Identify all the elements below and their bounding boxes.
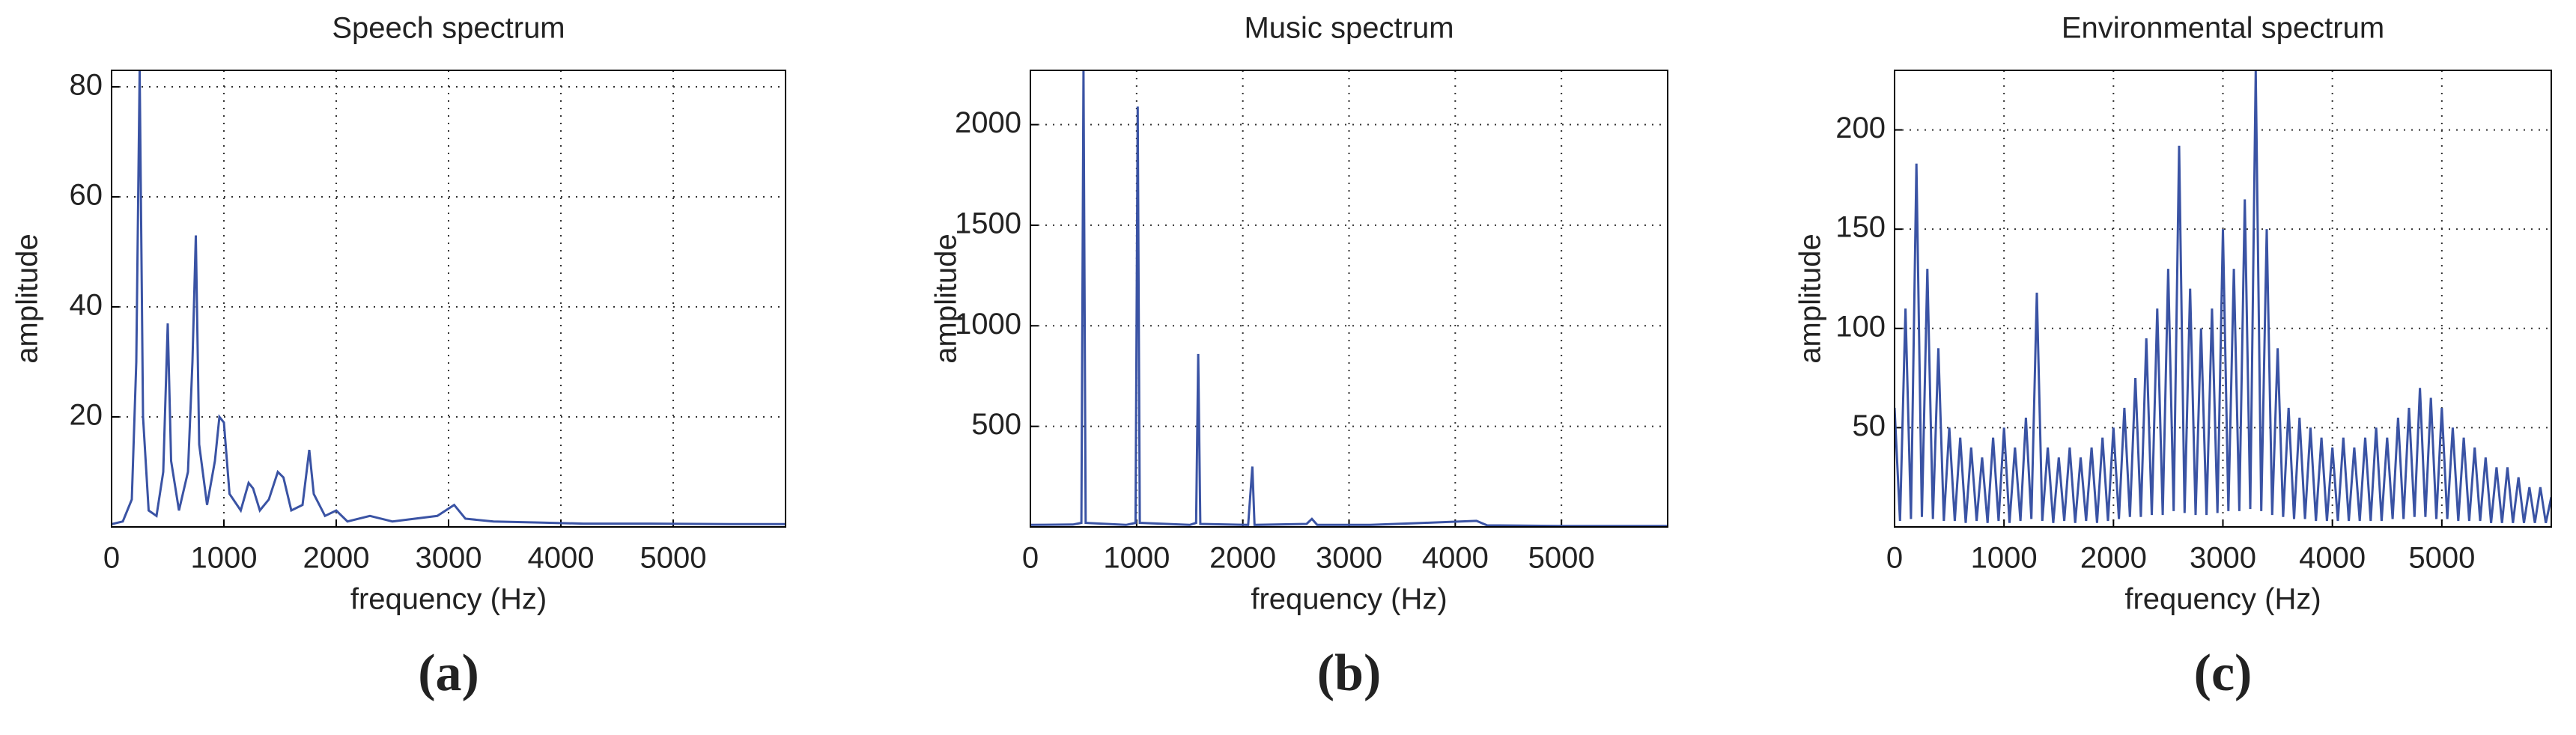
panel-label: (c): [2194, 644, 2253, 702]
y-tick-label: 200: [1835, 112, 1886, 144]
y-tick-label: 150: [1835, 211, 1886, 244]
plot-frame: [1894, 70, 2552, 528]
y-tick-label: 1500: [955, 207, 1021, 240]
x-tick-label: 1000: [1103, 542, 1170, 575]
x-tick-label: 5000: [2408, 542, 2475, 575]
y-tick-label: 1000: [955, 308, 1021, 341]
x-axis-label: frequency (Hz): [350, 583, 547, 616]
x-axis-label: frequency (Hz): [2124, 583, 2321, 616]
x-tick-label: 1000: [1971, 542, 2038, 575]
x-tick-label: 4000: [528, 542, 595, 575]
x-tick-label: 4000: [1422, 542, 1489, 575]
y-tick-label: 20: [70, 399, 103, 432]
x-tick-label: 4000: [2299, 542, 2366, 575]
panel-label: (a): [418, 644, 479, 702]
x-tick-label: 5000: [640, 542, 707, 575]
x-tick-label: 0: [1886, 542, 1903, 575]
x-axis-label: frequency (Hz): [1251, 583, 1447, 616]
y-tick-label: 100: [1835, 310, 1886, 343]
y-tick-label: 50: [1853, 409, 1886, 442]
x-tick-label: 2000: [2080, 542, 2147, 575]
panel: Music spectrum 0 1000 2000 3000 4000 5000 500 10…: [930, 12, 1668, 702]
spectrum-line: [112, 70, 786, 525]
x-tick-label: 0: [1022, 542, 1039, 575]
spectrum-line: [1030, 70, 1668, 527]
chart-title: Music spectrum: [1244, 12, 1453, 45]
y-tick-label: 2000: [955, 106, 1021, 139]
x-tick-label: 5000: [1528, 542, 1595, 575]
x-tick-label: 3000: [2190, 542, 2256, 575]
panel: Environmental spectrum 0 1000 2000 3000 4000 5…: [1794, 12, 2552, 702]
x-tick-label: 2000: [1209, 542, 1276, 575]
y-tick-label: 500: [971, 408, 1021, 441]
panel: Speech spectrum 0 1000 2000 3000 4000 5000 20 40…: [11, 12, 786, 702]
y-tick-label: 80: [70, 69, 103, 102]
chart-title: Environmental spectrum: [2062, 12, 2384, 45]
plot-frame: [111, 70, 786, 528]
y-tick-label: 40: [70, 289, 103, 322]
y-axis-label: amplitude: [11, 234, 44, 363]
chart-title: Speech spectrum: [332, 12, 565, 45]
spectrum-line: [1895, 70, 2551, 524]
x-tick-label: 3000: [1316, 542, 1382, 575]
x-tick-label: 0: [103, 542, 120, 575]
y-tick-label: 60: [70, 179, 103, 212]
x-tick-label: 3000: [416, 542, 482, 575]
y-axis-label: amplitude: [1794, 234, 1827, 363]
plot-frame: [1030, 70, 1668, 528]
y-axis-label: amplitude: [930, 234, 963, 363]
panel-label: (b): [1317, 644, 1382, 702]
x-tick-label: 1000: [191, 542, 258, 575]
x-tick-label: 2000: [303, 542, 370, 575]
